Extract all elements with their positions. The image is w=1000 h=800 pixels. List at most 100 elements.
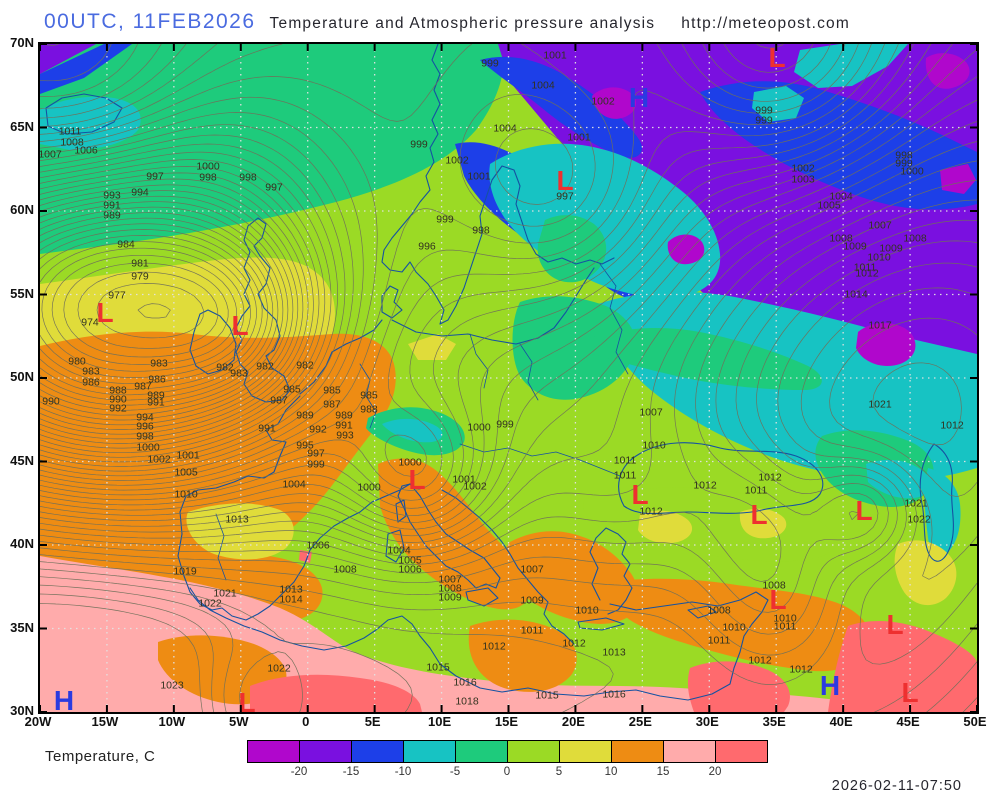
isobar-value-label: 1008 (60, 137, 84, 149)
isobar-value-label: 987 (323, 399, 341, 411)
isobar-value-label: 1010 (867, 252, 891, 264)
lon-label-20E: 20E (561, 714, 585, 729)
isobar-value-label: 1000 (196, 161, 220, 173)
isobar-value-label: 997 (265, 182, 283, 194)
legend-swatch-8 (663, 740, 716, 763)
isobar-value-label: 1000 (136, 442, 160, 454)
isobar-value-label: 1008 (707, 605, 731, 617)
isobar-value-label: 990 (109, 394, 127, 406)
lon-label-0: 0 (302, 714, 310, 729)
isobar-value-label: 989 (296, 410, 314, 422)
lat-label-35N: 35N (10, 619, 34, 635)
isobar-value-label: 996 (418, 241, 436, 253)
isobar-value-label: 1010 (575, 605, 599, 617)
isobar-value-label: 974 (81, 317, 99, 329)
isobar-value-label: 1002 (791, 163, 815, 175)
isobar-value-label: 997 (307, 448, 325, 460)
isobar-value-label: 1007 (438, 574, 462, 586)
isobar-value-label: 1012 (562, 638, 586, 650)
isobar-value-label: 1001 (452, 474, 476, 486)
isobar-value-label: 986 (82, 377, 100, 389)
isobar-value-label: 1022 (198, 598, 222, 610)
lat-label-70N: 70N (10, 35, 34, 50)
lon-label-25E: 25E (628, 714, 652, 729)
isobar-value-label: 1000 (467, 422, 491, 434)
lon-label-35E: 35E (762, 714, 786, 729)
isobar-value-label: 1010 (642, 440, 666, 452)
isobar-value-label: 1001 (176, 450, 200, 462)
isobar-value-label: 1007 (868, 220, 892, 232)
isobar-value-label: 1012 (758, 472, 782, 484)
lat-label-65N: 65N (10, 118, 34, 134)
legend-tick-20: 20 (708, 766, 722, 778)
low-pressure-marker: L (96, 297, 113, 328)
isobar-value-label: 999 (895, 158, 913, 170)
isobar-value-label: 1006 (74, 145, 98, 157)
isobar-value-label: 999 (436, 214, 454, 226)
low-pressure-marker: L (631, 479, 648, 510)
isobar-value-label: 1004 (387, 545, 411, 557)
isobar-value-label: 1014 (279, 594, 303, 606)
isobar-value-label: 1008 (762, 580, 786, 592)
isobar-value-label: 1004 (829, 191, 853, 203)
low-pressure-marker: L (238, 687, 255, 712)
isobar-value-label: 1011 (614, 455, 637, 467)
frame-tick-marks (40, 44, 977, 712)
isobar-value-label: 1001 (467, 171, 491, 183)
site-url-link[interactable]: http://meteopost.com (681, 15, 850, 32)
isobar-value-label: 989 (103, 210, 121, 222)
low-pressure-marker: L (901, 677, 918, 708)
isobar-value-label: 1021 (904, 498, 928, 510)
isobar-value-label: 985 (283, 384, 301, 396)
lat-label-40N: 40N (10, 536, 34, 551)
isobar-value-label: 1016 (602, 689, 626, 701)
isobar-value-label: 1002 (463, 481, 487, 493)
isobar-value-label: 1009 (520, 595, 544, 607)
isobar-value-label: 991 (258, 423, 276, 435)
lon-label-45E: 45E (896, 714, 920, 729)
isobar-value-label: 1000 (398, 457, 422, 469)
isobar-value-label: 1007 (639, 407, 663, 419)
isobar-value-label: 999 (410, 139, 428, 151)
isobar-value-label: 998 (199, 172, 217, 184)
legend-swatch-4 (455, 740, 508, 763)
isobar-value-label: 1010 (174, 489, 198, 501)
isobar-value-label: 1004 (282, 479, 306, 491)
high-pressure-marker: H (54, 685, 74, 712)
isobar-value-label: 1010 (722, 622, 746, 634)
isobar-value-label: 1014 (844, 289, 868, 301)
lon-label-10W: 10W (158, 714, 186, 729)
map-frame: 1011 1008 1007 1006 997 1000 998 998 997 994 993 99… (38, 42, 979, 714)
isobar-value-label: 1011 (59, 126, 82, 138)
isobar-value-label: 1005 (398, 555, 422, 567)
isobar-value-label: 1021 (213, 588, 237, 600)
pressure-center-markers: L L L L L L L L L L L L H H H (54, 44, 919, 712)
isobar-value-label: 983 (82, 366, 100, 378)
low-pressure-marker: L (408, 464, 425, 495)
legend-tick-5: 5 (555, 766, 563, 778)
low-pressure-marker: L (750, 499, 767, 530)
page-title: Temperature and Atmospheric pressure ana… (269, 15, 656, 32)
legend-tick--15: -15 (342, 766, 360, 778)
isobar-value-label: 996 (136, 421, 154, 433)
lat-label-55N: 55N (10, 285, 34, 301)
isobar-value-label: 1012 (855, 268, 879, 280)
isobar-value-label: 1009 (438, 592, 462, 604)
isobar-value-label: 1012 (639, 506, 663, 518)
isobar-value-label: 1007 (520, 564, 544, 576)
isobar-value-label: 983 (230, 368, 248, 380)
isobar-value-label: 1017 (868, 320, 892, 332)
isobar-value-label: 991 (335, 420, 353, 432)
isobar-value-label: 998 (472, 225, 490, 237)
isobar-value-label: 987 (134, 381, 152, 393)
legend-swatch-7 (611, 740, 664, 763)
isobar-value-label: 1004 (531, 80, 555, 92)
page-header: 00UTC, 11FEB2026 Temperature and Atmosphe… (44, 10, 994, 34)
isobar-value-label: 1001 (543, 50, 567, 62)
isobar-value-label: 999 (755, 115, 773, 127)
low-pressure-marker: L (855, 495, 872, 526)
isobar-value-label: 988 (360, 404, 378, 416)
legend-swatch-9 (715, 740, 768, 763)
isobar-value-label: 1011 (614, 470, 637, 482)
isobar-value-label: 1018 (455, 696, 479, 708)
